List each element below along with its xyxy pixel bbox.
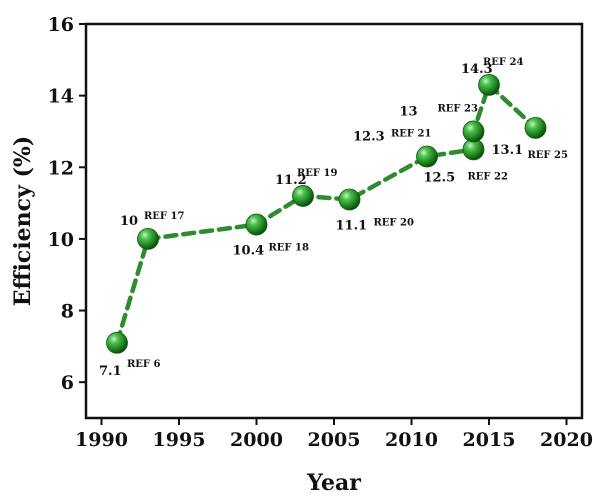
data-point [462, 120, 485, 143]
data-points-layer [106, 73, 547, 354]
data-point [478, 73, 500, 96]
y-tick-label: 6 [61, 372, 74, 394]
series-line [114, 80, 538, 346]
data-ref-label: REF 18 [269, 243, 309, 254]
x-tick-label: 1990 [75, 429, 128, 451]
data-value-label: 13.1 [492, 143, 524, 158]
data-point [106, 331, 128, 354]
data-ref-label: REF 23 [438, 103, 478, 114]
data-ref-label: REF 22 [468, 171, 508, 182]
data-point [245, 213, 268, 236]
data-value-label: 12.3 [353, 130, 385, 145]
x-tick-label: 2005 [308, 429, 361, 451]
series-line-layer [114, 80, 538, 346]
data-point [416, 145, 438, 168]
x-tick-label: 2010 [385, 429, 438, 451]
y-tick-label: 16 [48, 14, 74, 36]
x-tick-label: 2015 [463, 429, 516, 451]
y-tick-label: 8 [61, 301, 74, 323]
data-point [292, 185, 314, 207]
data-ref-label: REF 24 [483, 57, 523, 68]
y-axis-title: Efficiency (%) [10, 136, 36, 307]
data-value-label: 7.1 [99, 364, 122, 379]
data-point [338, 188, 361, 211]
x-tick-label: 2020 [540, 429, 593, 451]
data-value-label: 11.1 [336, 219, 368, 234]
data-ref-label: REF 6 [127, 359, 161, 370]
data-ref-label: REF 25 [528, 150, 568, 161]
x-axis-title: Year [306, 470, 361, 496]
data-value-label: 11.2 [275, 173, 307, 188]
data-ref-label: REF 20 [374, 218, 414, 229]
data-ref-label: REF 17 [144, 211, 184, 222]
data-value-label: 14.3 [461, 62, 493, 77]
data-value-label: 13 [400, 104, 418, 119]
data-point [524, 116, 547, 139]
y-tick-label: 12 [48, 157, 74, 179]
data-value-label: 10.4 [233, 244, 265, 259]
axes: 1990 1995 2000 2005 2010 2015 2020 6 8 10 12 14 16 [48, 14, 593, 451]
y-tick-label: 10 [48, 229, 74, 251]
data-ref-label: REF 21 [391, 129, 431, 140]
data-value-label: 10 [120, 214, 138, 229]
data-value-label: 12.5 [424, 170, 456, 185]
data-ref-label: REF 19 [297, 168, 337, 179]
x-tick-label: 1995 [153, 429, 206, 451]
x-tick-label: 2000 [230, 429, 283, 451]
data-point [137, 228, 159, 250]
y-tick-label: 14 [48, 86, 74, 108]
